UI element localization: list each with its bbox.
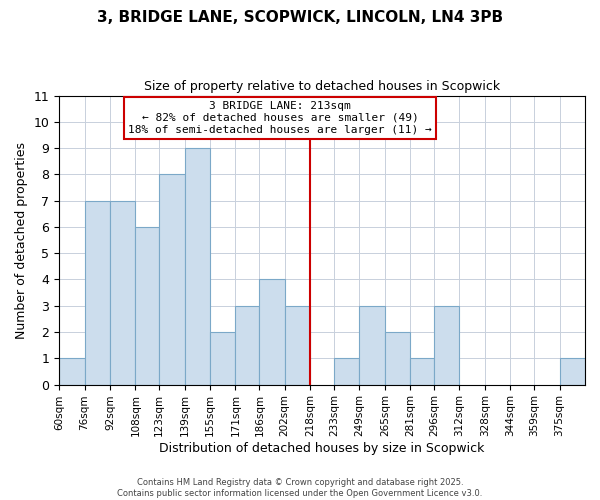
Bar bbox=[59, 358, 85, 384]
Bar bbox=[210, 332, 235, 384]
Bar bbox=[410, 358, 434, 384]
Bar bbox=[235, 306, 259, 384]
Bar bbox=[434, 306, 460, 384]
Bar bbox=[359, 306, 385, 384]
Bar bbox=[185, 148, 210, 384]
Bar bbox=[136, 227, 159, 384]
Bar bbox=[110, 200, 136, 384]
Bar bbox=[159, 174, 185, 384]
Bar bbox=[560, 358, 585, 384]
Text: Contains HM Land Registry data © Crown copyright and database right 2025.
Contai: Contains HM Land Registry data © Crown c… bbox=[118, 478, 482, 498]
Text: 3 BRIDGE LANE: 213sqm
← 82% of detached houses are smaller (49)
18% of semi-deta: 3 BRIDGE LANE: 213sqm ← 82% of detached … bbox=[128, 102, 432, 134]
Text: 3, BRIDGE LANE, SCOPWICK, LINCOLN, LN4 3PB: 3, BRIDGE LANE, SCOPWICK, LINCOLN, LN4 3… bbox=[97, 10, 503, 25]
Bar bbox=[385, 332, 410, 384]
Bar bbox=[85, 200, 110, 384]
X-axis label: Distribution of detached houses by size in Scopwick: Distribution of detached houses by size … bbox=[160, 442, 485, 455]
Title: Size of property relative to detached houses in Scopwick: Size of property relative to detached ho… bbox=[144, 80, 500, 93]
Y-axis label: Number of detached properties: Number of detached properties bbox=[15, 142, 28, 338]
Bar bbox=[334, 358, 359, 384]
Bar bbox=[285, 306, 310, 384]
Bar bbox=[259, 280, 285, 384]
